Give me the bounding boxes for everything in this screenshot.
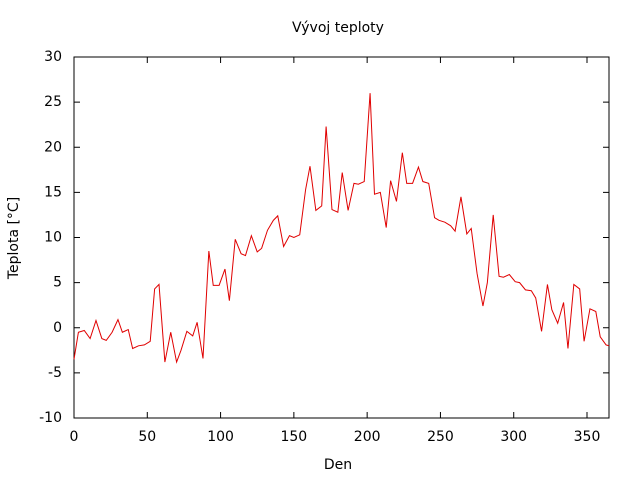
y-tick-label: -5 xyxy=(48,365,62,381)
x-tick-label: 0 xyxy=(70,429,79,445)
x-tick-label: 350 xyxy=(574,429,601,445)
y-axis-label: Teplota [°C] xyxy=(6,197,22,280)
y-tick-label: 20 xyxy=(44,139,62,155)
y-tick-label: 0 xyxy=(53,320,62,336)
chart-title: Vývoj teploty xyxy=(292,20,384,36)
y-tick-label: 15 xyxy=(44,184,62,200)
y-tick-label: 25 xyxy=(44,94,62,110)
y-tick-label: -10 xyxy=(39,410,62,426)
x-tick-label: 300 xyxy=(500,429,527,445)
y-tick-label: 5 xyxy=(53,275,62,291)
x-tick-label: 200 xyxy=(354,429,381,445)
x-tick-label: 150 xyxy=(280,429,307,445)
x-tick-label: 250 xyxy=(427,429,454,445)
x-tick-label: 50 xyxy=(138,429,156,445)
x-axis-label: Den xyxy=(324,457,352,473)
data-line xyxy=(73,93,610,364)
y-tick-label: 10 xyxy=(44,230,62,246)
x-tick-label: 100 xyxy=(207,429,234,445)
y-tick-label: 30 xyxy=(44,49,62,65)
